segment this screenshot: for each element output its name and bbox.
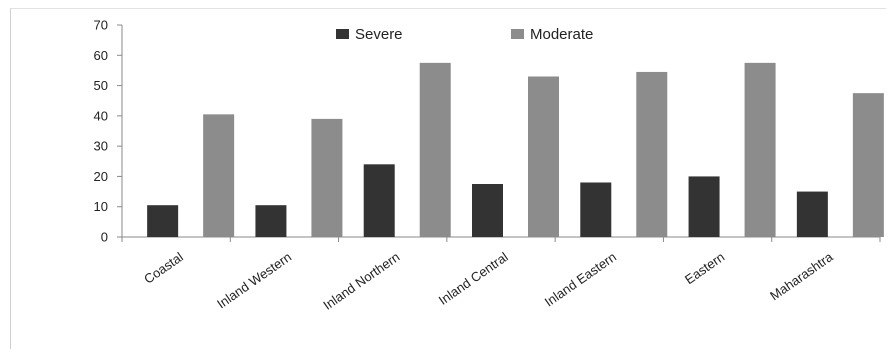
bar-moderate-inland-central — [528, 76, 559, 237]
legend-label-severe: Severe — [355, 26, 403, 43]
y-tick-label: 40 — [94, 108, 108, 123]
x-category-label: Coastal — [141, 249, 186, 287]
bar-moderate-inland-eastern — [636, 71, 668, 237]
bar-moderate-eastern — [744, 62, 776, 237]
y-tick-label: 70 — [94, 18, 108, 33]
bar-severe-inland-northern — [363, 164, 395, 237]
x-category-label: Inland Northern — [320, 249, 402, 313]
legend-label-moderate: Moderate — [530, 26, 593, 43]
bar-severe-inland-eastern — [580, 182, 612, 237]
bar-severe-inland-central — [472, 184, 503, 237]
y-tick-label: 30 — [94, 139, 108, 154]
bar-moderate-maharashtra — [852, 93, 884, 238]
bar-severe-coastal — [147, 205, 179, 237]
y-tick-label: 50 — [94, 78, 108, 93]
x-category-label: Eastern — [682, 249, 727, 287]
bar-severe-maharashtra — [796, 191, 828, 237]
x-category-label: Inland Eastern — [542, 249, 619, 309]
y-tick-label: 20 — [94, 169, 108, 184]
bars — [147, 62, 884, 238]
y-tick-label: 10 — [94, 199, 108, 214]
legend-swatch-severe — [336, 29, 349, 39]
chart-frame — [10, 8, 886, 349]
bar-moderate-inland-western — [311, 118, 343, 237]
legend: Severe Moderate — [336, 26, 593, 43]
x-axis-ticks: Coastal Inland Western Inland Northern Inla… — [121, 237, 881, 313]
y-tick-label: 0 — [101, 230, 108, 245]
bar-moderate-coastal — [203, 114, 235, 237]
x-category-label: Inland Central — [436, 249, 511, 308]
x-category-label: Inland Western — [214, 249, 294, 311]
bar-severe-eastern — [688, 176, 720, 237]
bar-moderate-inland-northern — [419, 62, 451, 237]
legend-swatch-moderate — [511, 29, 524, 39]
bar-severe-inland-western — [255, 205, 287, 237]
y-tick-label: 60 — [94, 48, 108, 63]
x-category-label: Maharashtra — [767, 249, 836, 304]
y-axis-ticks: 0 10 20 30 40 50 60 70 — [94, 18, 122, 245]
